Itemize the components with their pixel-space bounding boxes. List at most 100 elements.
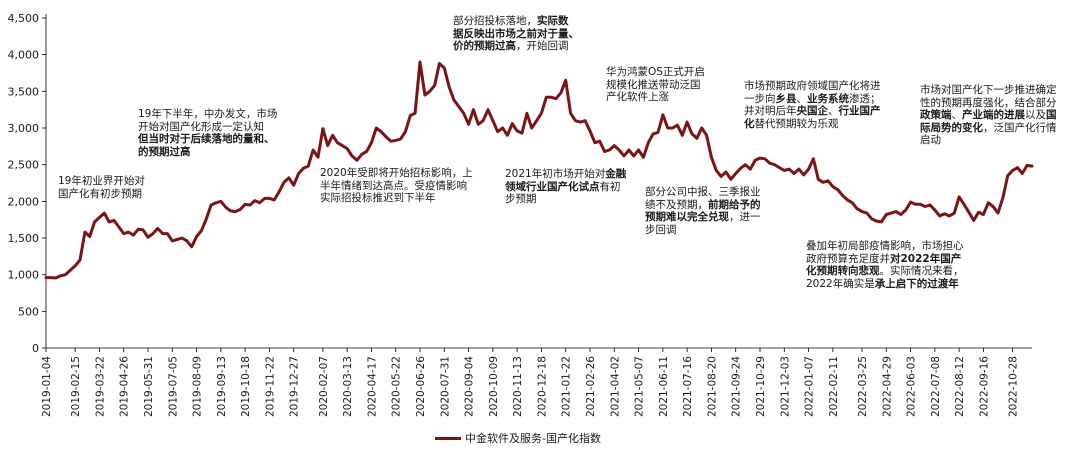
annotation-2019-h2: 19年下半年，中办发文，市场 开始对国产化形成一定认知 但当时对于后续落地的量和、的… <box>138 108 277 158</box>
annotation-line: 政府预算充足度并对2022年国产 <box>806 252 962 265</box>
annotation-line: 规模化推送带动泛国 <box>606 78 701 91</box>
annotation-line: 并对明后年央国企、行业国产 <box>744 105 881 118</box>
x-tick-label: 2019-07-05 <box>167 356 179 417</box>
annotation-emphasis: 承上启下的过渡年 <box>874 277 959 290</box>
annotation-2021-reports: 部分公司中报、三季报业 绩不及预期，前期给予的 预期难以完全兑现，进一 步回调 <box>645 186 761 236</box>
annotation-line: 产化软件上涨 <box>606 91 669 104</box>
x-tick-label: 2019-01-04 <box>41 356 53 417</box>
y-tick-label: 2,500 <box>8 159 40 172</box>
x-tick-label: 2020-06-26 <box>415 356 427 417</box>
x-tick-label: 2020-09-04 <box>464 356 476 417</box>
annotation-emphasis: 实际数 <box>537 15 569 27</box>
annotation-emphasis: 乡县 <box>775 92 797 105</box>
annotation-emphasis: 领域行业国产化试点 <box>505 180 600 193</box>
y-tick-label: 4,000 <box>8 49 40 62</box>
x-tick-label: 2022-10-28 <box>1008 356 1020 417</box>
annotation-emphasis: 对2022年国产 <box>890 252 962 265</box>
annotation-emphasis: 行业国产 <box>838 105 881 118</box>
annotation-line: 政策端、产业端的进展以及国 <box>920 109 1057 122</box>
x-tick-label: 2021-10-29 <box>755 356 767 417</box>
annotation-emphasis: 但当时对于后续落地的量和、 <box>138 133 275 146</box>
annotation-line: 化替代预期较为乐观 <box>744 117 839 130</box>
x-tick-label: 2019-03-22 <box>94 356 106 417</box>
y-tick-label: 1,000 <box>8 269 40 282</box>
x-tick-label: 2022-01-07 <box>804 356 816 417</box>
x-tick-label: 2020-11-13 <box>512 356 524 417</box>
annotation-line: 启动 <box>920 134 941 147</box>
annotation-line: 2021年初市场开始对金融 <box>505 168 627 180</box>
x-tick-label: 2021-09-24 <box>731 356 743 417</box>
annotation-line: 半年情绪到达高点。受疫情影响 <box>320 179 467 192</box>
x-tick-label: 2019-05-31 <box>143 356 155 417</box>
x-tick-label: 2022-07-08 <box>930 356 942 417</box>
annotation-emphasis: 前期给予的 <box>708 198 761 211</box>
x-tick-label: 2020-02-07 <box>318 356 330 417</box>
x-tick-label: 2019-08-09 <box>192 356 204 417</box>
annotation-emphasis: 央国企 <box>796 105 829 118</box>
annotation-line: 市场对国产化下一步推进确定 <box>920 84 1057 96</box>
annotation-harmonyos: 华为鸿蒙OS正式开启 规模化推送带动泛国 产化软件上涨 <box>606 66 705 104</box>
x-tick-label: 2021-01-22 <box>561 356 573 417</box>
x-tick-label: 2021-06-11 <box>658 356 670 417</box>
annotation-2020-pullback: 部分招投标落地，实际数 据反映出市场之前对于量、 价的预期过高，开始回调 <box>453 15 579 53</box>
annotation-2022-early: 叠加年初局部疫情影响，市场担心 政府预算充足度并对2022年国产 化预期转向悲观。实… <box>806 240 964 290</box>
annotation-line: 19年初业界开始对 <box>58 175 145 187</box>
x-tick-label: 2021-08-20 <box>706 356 718 417</box>
y-tick-label: 2,000 <box>8 195 40 208</box>
annotation-emphasis: 金融 <box>605 168 627 180</box>
x-tick-label: 2019-02-15 <box>70 356 82 417</box>
x-tick-label: 2022-02-11 <box>828 356 840 417</box>
x-tick-label: 2021-05-07 <box>634 356 646 417</box>
x-tick-label: 2022-03-25 <box>857 356 869 417</box>
annotation-line: 一步向乡县、业务系统渗透； <box>744 92 881 105</box>
annotation-line: 市场预期政府领域国产化将进 <box>744 80 881 92</box>
x-tick-label: 2020-05-22 <box>391 356 403 417</box>
annotation-line: 开始对国产化形成一定认知 <box>138 120 264 133</box>
annotation-emphasis: 的预期过高 <box>138 145 191 158</box>
annotation-line: 实际招投标推迟到下半年 <box>320 192 436 205</box>
x-tick-label: 2019-09-13 <box>216 356 228 417</box>
annotation-line: 部分公司中报、三季报业 <box>645 186 761 198</box>
legend-label: 中金软件及服务-国产化指数 <box>465 432 601 445</box>
x-tick-label: 2021-04-02 <box>609 356 621 417</box>
y-tick-label: 500 <box>18 305 39 318</box>
annotation-2021-early: 2021年初市场开始对金融 领域行业国产化试点有初 步预期 <box>505 168 626 206</box>
x-tick-label: 2022-08-12 <box>954 356 966 417</box>
x-tick-label: 2021-02-26 <box>585 356 597 417</box>
annotation-emphasis: 业务系统 <box>807 92 849 105</box>
annotation-emphasis: 预期难以完全兑现 <box>645 211 729 224</box>
x-tick-label: 2020-03-13 <box>342 356 354 417</box>
annotation-line: 部分招投标落地，实际数 <box>453 15 569 27</box>
annotation-line: 的预期过高 <box>138 146 277 159</box>
annotation-line: 领域行业国产化试点有初 <box>505 180 621 193</box>
annotation-emphasis: 价的预期过高 <box>453 40 516 53</box>
y-axis: 0 500 1,000 1,500 2,000 2,500 3,000 3,500 4,000 4… <box>8 12 47 355</box>
annotation-emphasis: 化 <box>744 117 755 130</box>
annotation-emphasis: 产业端的进展 <box>962 109 1025 122</box>
annotation-emphasis: 国 <box>1046 109 1057 122</box>
annotation-2019-early: 19年初业界开始对 国产化有初步预期 <box>58 175 145 200</box>
annotation-emphasis: 化预期转向悲观 <box>806 265 880 278</box>
annotation-emphasis: 政策端 <box>920 109 952 122</box>
annotation-line: 化预期转向悲观。实际情况来看， <box>806 265 964 278</box>
y-tick-label: 4,500 <box>8 12 40 25</box>
x-tick-label: 2022-09-16 <box>978 356 990 417</box>
annotation-2022-q4: 市场对国产化下一步推进确定 性的预期再度强化，结合部分 政策端、产业端的进展以及国际… <box>920 84 1057 147</box>
annotation-emphasis: 际局势的变化 <box>920 121 983 134</box>
annotation-line: 2020年受即将开始招标影响，上 <box>320 167 473 179</box>
x-tick-label: 2020-10-09 <box>488 356 500 417</box>
annotation-2020-h1: 2020年受即将开始招标影响，上 半年情绪到达高点。受疫情影响 实际招投标推迟到下半… <box>320 167 473 205</box>
x-tick-label: 2021-12-03 <box>779 356 791 417</box>
legend: 中金软件及服务-国产化指数 <box>435 430 601 446</box>
series-line <box>44 60 1034 280</box>
y-tick-label: 1,500 <box>8 232 40 245</box>
x-axis: 2019-01-04 2019-02-15 2019-03-22 2019-04-26… <box>41 347 1032 417</box>
annotation-line: 2022年确实是承上启下的过渡年 <box>806 277 959 290</box>
annotation-line: 步预期 <box>505 193 537 206</box>
annotation-line: 19年下半年，中办发文，市场 <box>138 108 278 120</box>
annotation-line: 叠加年初局部疫情影响，市场担心 <box>806 240 964 252</box>
x-tick-label: 2019-11-22 <box>264 356 276 417</box>
x-tick-label: 2022-04-29 <box>881 356 893 417</box>
annotation-line: 绩不及预期，前期给予的 <box>645 198 761 211</box>
annotation-line: 据反映出市场之前对于量、 <box>453 28 579 41</box>
